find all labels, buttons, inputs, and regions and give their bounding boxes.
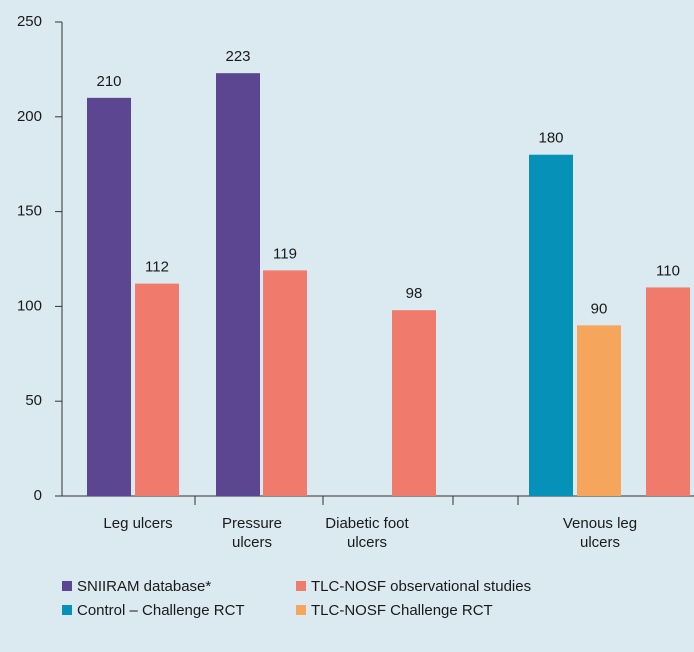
legend-swatch (296, 581, 306, 591)
value-label: 210 (96, 73, 121, 90)
x-tick-label: Diabetic foot ulcers (325, 515, 409, 551)
value-label: 223 (225, 48, 250, 65)
value-label: 90 (591, 300, 608, 317)
legend-swatch (62, 605, 72, 615)
y-tick-label: 0 (34, 487, 42, 504)
y-tick-label: 200 (17, 108, 42, 125)
value-label: 112 (145, 259, 169, 276)
bar (263, 270, 307, 496)
legend-swatch (62, 581, 72, 591)
y-tick-label: 250 (17, 13, 42, 30)
legend-swatch (296, 605, 306, 615)
x-tick-label: Pressure ulcers (221, 515, 283, 551)
value-label: 180 (538, 130, 563, 147)
y-tick-label: 100 (17, 297, 42, 314)
value-label: 110 (656, 262, 680, 279)
y-tick-label: 150 (17, 203, 42, 220)
bar (216, 73, 260, 496)
value-label: 98 (406, 285, 423, 302)
legend-label: Control – Challenge RCT (77, 602, 245, 619)
bar (87, 97, 131, 496)
legend-label: TLC-NOSF observational studies (311, 578, 531, 595)
x-tick-label: Leg ulcers (103, 515, 173, 532)
bar (529, 154, 573, 496)
bar (577, 325, 621, 496)
legend-label: TLC-NOSF Challenge RCT (311, 602, 493, 619)
y-tick-label: 50 (25, 392, 42, 409)
x-tick-label: Venous leg ulcers (562, 515, 638, 551)
bar (646, 287, 690, 496)
bar (392, 310, 436, 496)
legend-label: SNIIRAM database* (77, 578, 211, 595)
bar (135, 283, 179, 496)
value-label: 119 (273, 245, 297, 262)
